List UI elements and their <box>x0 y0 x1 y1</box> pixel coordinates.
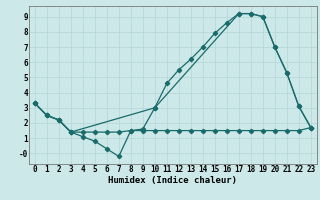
X-axis label: Humidex (Indice chaleur): Humidex (Indice chaleur) <box>108 176 237 185</box>
